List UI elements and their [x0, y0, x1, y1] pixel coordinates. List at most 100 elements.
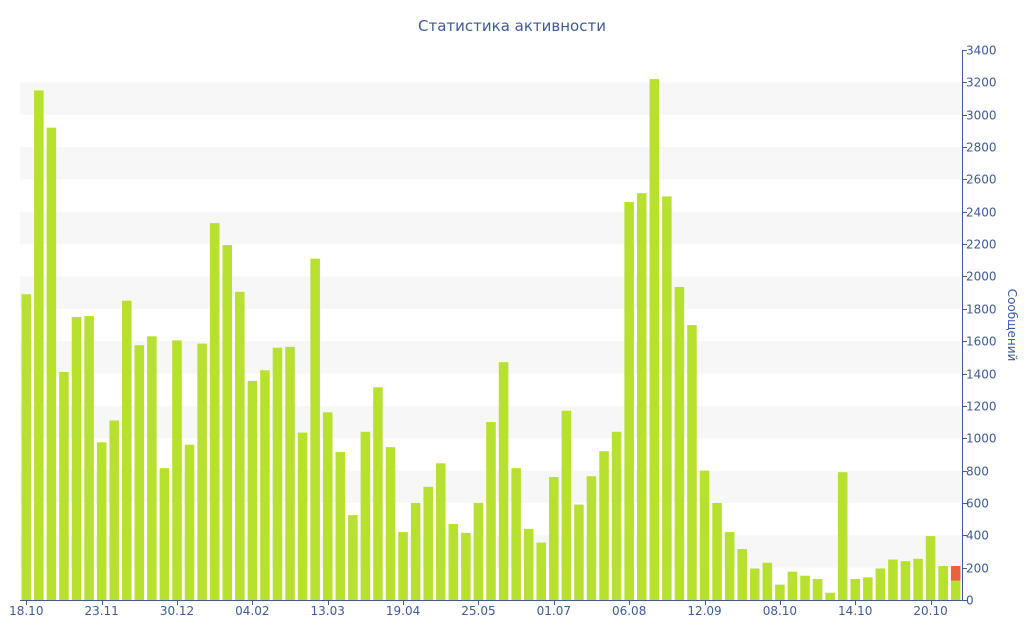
- bar: [197, 343, 207, 600]
- y-tick-label: 3400: [966, 44, 997, 58]
- bar: [448, 523, 459, 600]
- bar: [749, 568, 760, 600]
- bar: [800, 575, 810, 600]
- bar: [410, 502, 421, 600]
- bar: [624, 202, 634, 600]
- bar: [385, 447, 396, 600]
- bar: [549, 477, 559, 600]
- bar: [812, 578, 823, 600]
- grid-band: [20, 341, 962, 374]
- bar: [837, 472, 848, 600]
- bar: [322, 412, 333, 600]
- bar: [724, 532, 735, 600]
- y-axis-label: Сообщений: [1005, 289, 1019, 362]
- bar: [950, 580, 961, 600]
- bar: [586, 476, 597, 600]
- bar: [523, 528, 534, 600]
- bar: [71, 316, 82, 600]
- bar: [687, 325, 697, 600]
- x-tick-label: 12.09: [687, 604, 721, 618]
- y-tick-label: 1600: [966, 335, 997, 349]
- grid-band: [20, 211, 962, 245]
- x-tick-label: 01.07: [537, 604, 571, 618]
- y-tick-label: 2200: [966, 238, 997, 252]
- bar: [398, 532, 408, 600]
- bar: [134, 345, 145, 600]
- bar: [938, 566, 948, 600]
- bar: [913, 558, 923, 600]
- bar: [121, 300, 132, 600]
- y-tick-label: 2000: [966, 270, 997, 284]
- bar: [272, 347, 283, 600]
- grid-band: [20, 82, 962, 115]
- x-tick-label: 13.03: [311, 604, 345, 618]
- y-tick-label: 2400: [966, 206, 997, 220]
- bars-group: [21, 79, 961, 601]
- bar: [473, 502, 484, 600]
- bar: [59, 371, 69, 600]
- bar: [775, 584, 785, 600]
- bar: [662, 196, 672, 600]
- y-tick-label: 2800: [966, 141, 997, 155]
- bar: [423, 486, 433, 600]
- y-tick-label: 2600: [966, 173, 997, 187]
- bar: [21, 294, 32, 600]
- bar: [561, 410, 572, 600]
- bar: [285, 346, 295, 600]
- x-tick-label: 30.12: [160, 604, 194, 618]
- bar: [536, 542, 547, 600]
- bar: [159, 468, 170, 600]
- x-tick-label: 08.10: [763, 604, 797, 618]
- y-tick-label: 0: [966, 594, 974, 608]
- y-tick-label: 200: [966, 562, 989, 576]
- bar: [147, 336, 157, 600]
- bar: [636, 193, 647, 601]
- bar: [574, 504, 584, 600]
- bar: [925, 536, 936, 600]
- bar: [900, 561, 911, 600]
- bar: [611, 431, 622, 600]
- bar: [486, 422, 496, 600]
- y-tick-label: 3000: [966, 109, 997, 123]
- y-tick-label: 400: [966, 529, 989, 543]
- bar: [461, 532, 471, 600]
- y-tick-label: 800: [966, 465, 989, 479]
- x-tick-label: 14.10: [838, 604, 872, 618]
- bar: [674, 286, 685, 600]
- x-tick-label: 06.08: [612, 604, 646, 618]
- bar: [950, 566, 961, 581]
- grid-band: [20, 147, 962, 180]
- bar: [511, 468, 521, 600]
- bar: [737, 549, 747, 600]
- bar: [222, 244, 233, 601]
- bar: [699, 470, 710, 600]
- bar: [787, 571, 798, 600]
- bar: [435, 463, 446, 600]
- bar: [34, 90, 44, 601]
- bar: [373, 387, 383, 600]
- bar: [863, 577, 873, 600]
- bar: [888, 559, 898, 600]
- x-tick-label: 18.10: [9, 604, 43, 618]
- bar: [96, 442, 107, 600]
- bar: [649, 79, 660, 600]
- bar: [310, 258, 320, 600]
- grid-bands: [20, 82, 962, 568]
- bar: [172, 340, 182, 600]
- y-tick-label: 1800: [966, 303, 997, 317]
- bar: [712, 502, 722, 600]
- y-tick-label: 600: [966, 497, 989, 511]
- bar: [360, 431, 371, 600]
- bar: [84, 316, 94, 600]
- x-tick-label: 04.02: [235, 604, 269, 618]
- bar: [209, 223, 220, 600]
- bar: [599, 451, 609, 600]
- bar: [762, 562, 773, 600]
- bar: [297, 432, 308, 600]
- axes-group: 0 200 400 600 800 1000 1200 1400 1600 1800 2000 220…: [9, 44, 996, 619]
- bar: [850, 578, 861, 600]
- bar: [348, 515, 358, 600]
- grid-band: [20, 276, 962, 309]
- bar: [184, 444, 195, 600]
